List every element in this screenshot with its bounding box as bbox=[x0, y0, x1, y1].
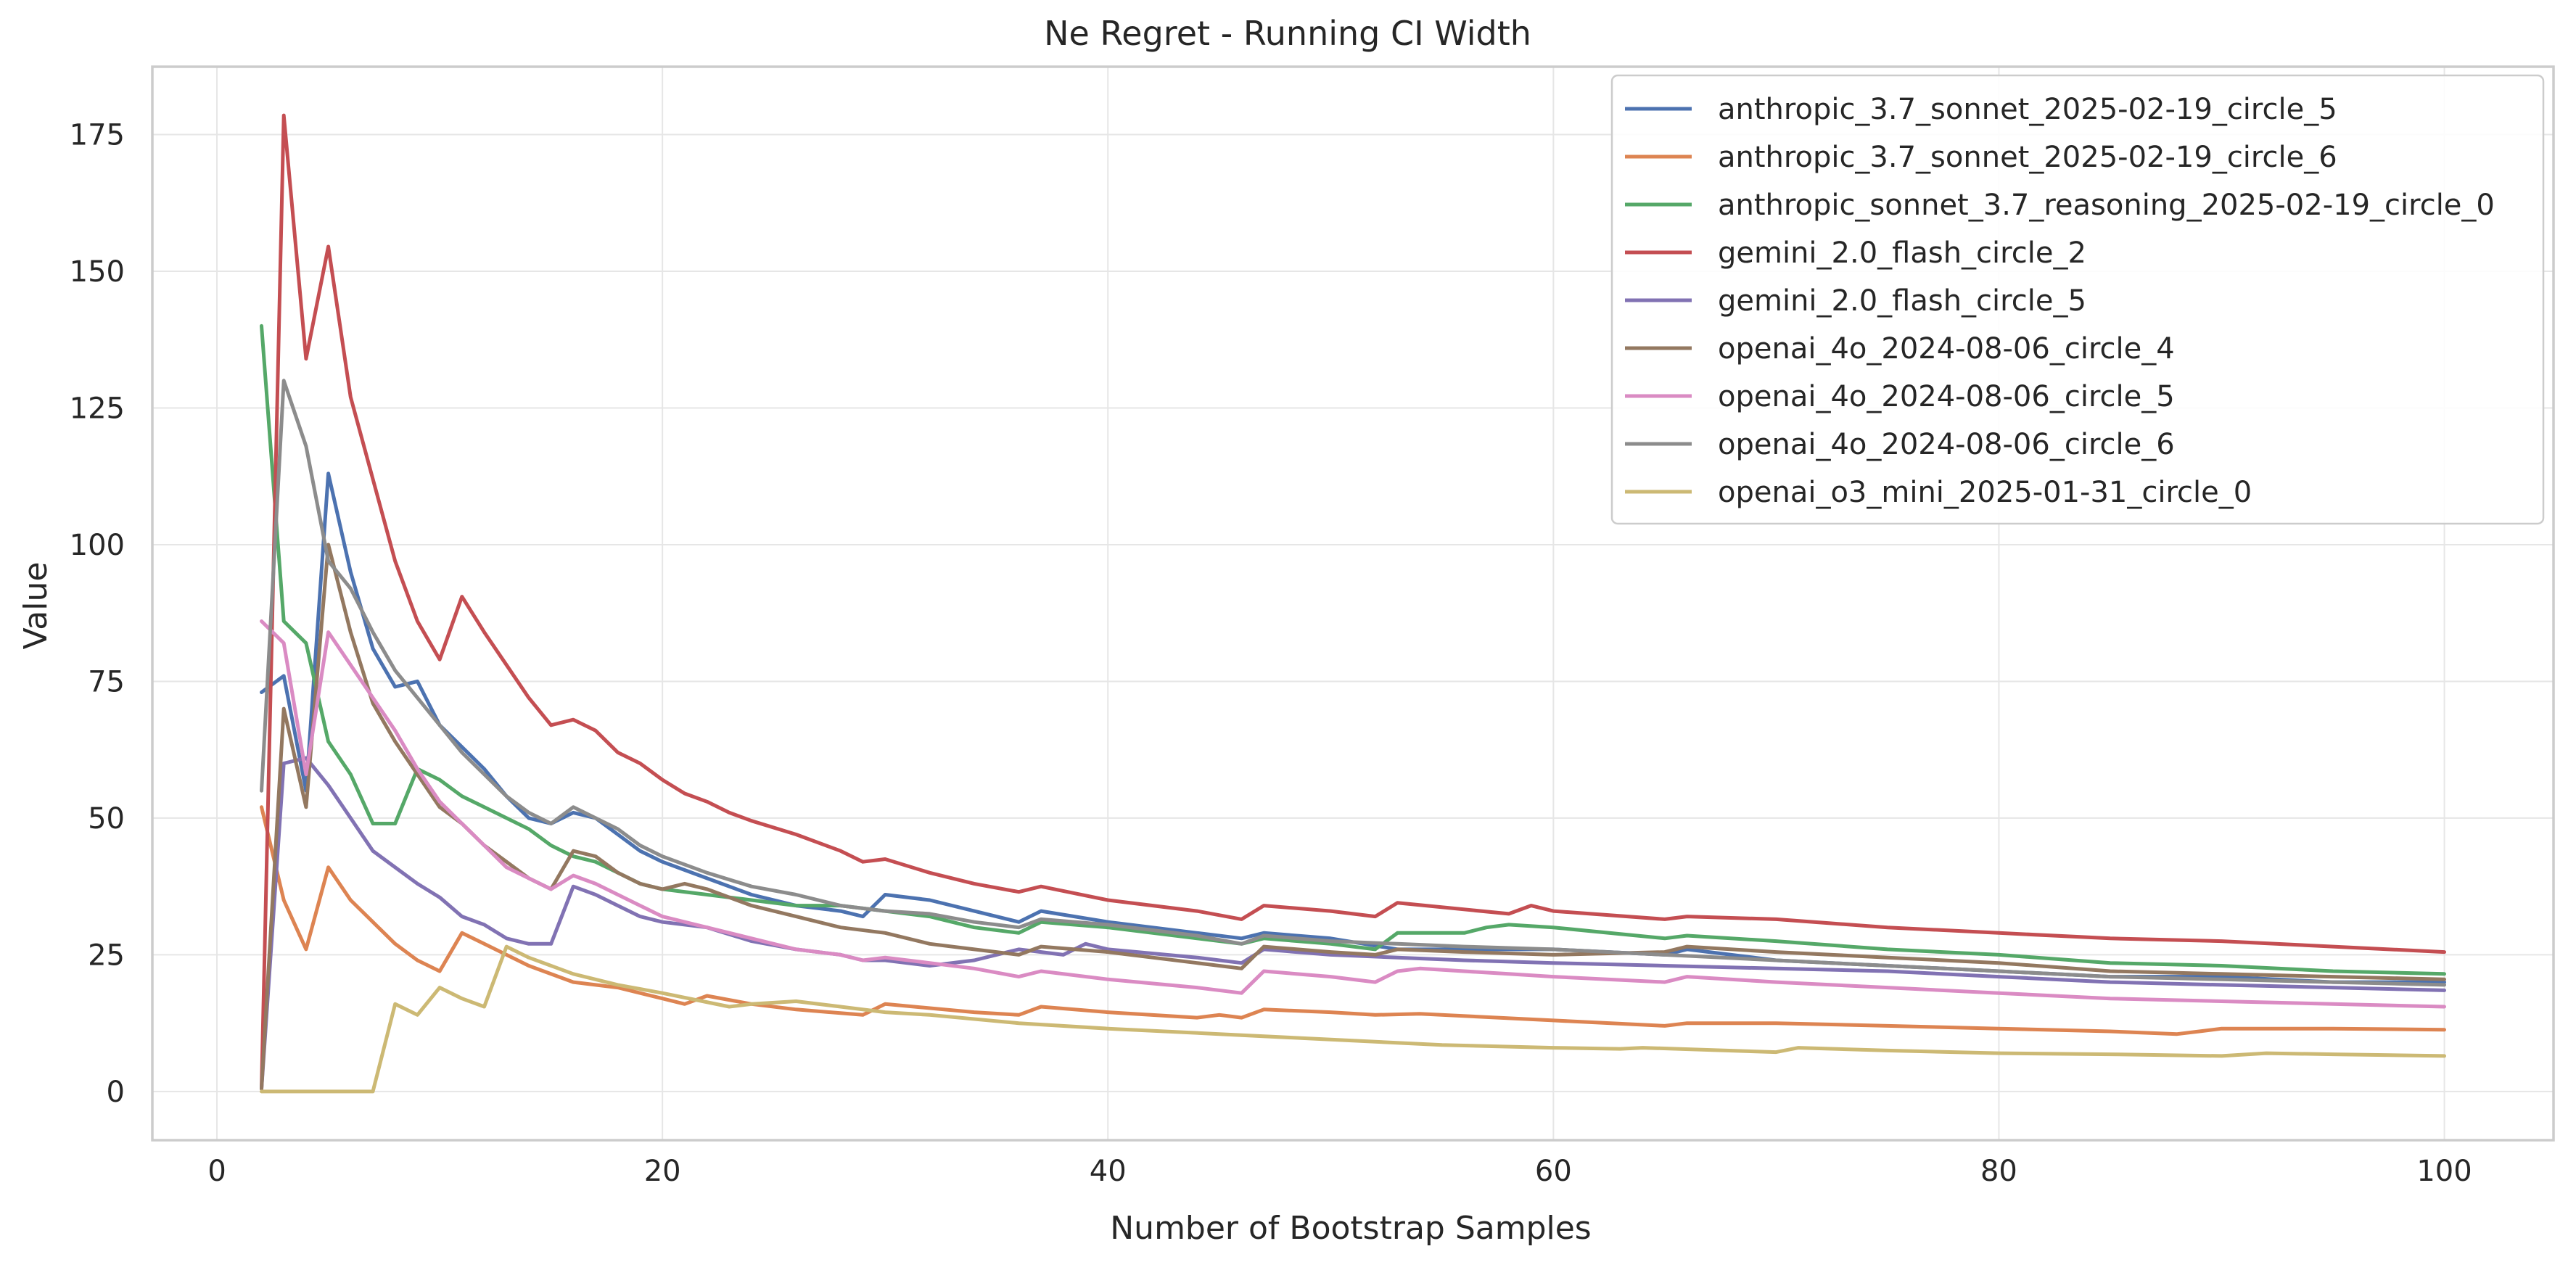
y-tick-label: 175 bbox=[70, 118, 125, 152]
series-layer bbox=[260, 113, 2446, 1094]
y-tick-label: 150 bbox=[70, 255, 125, 289]
legend-box bbox=[1610, 74, 2545, 525]
legend-label-6: openai_4o_2024-08-06_circle_5 bbox=[1718, 380, 2175, 413]
legend-label-3: gemini_2.0_flash_circle_2 bbox=[1718, 236, 2086, 270]
x-tick-label: 60 bbox=[1535, 1155, 1572, 1188]
y-tick-label: 50 bbox=[88, 802, 125, 836]
y-axis-title: Value bbox=[17, 562, 54, 650]
legend-label-5: openai_4o_2024-08-06_circle_4 bbox=[1718, 332, 2175, 366]
legend-label-4: gemini_2.0_flash_circle_5 bbox=[1718, 284, 2086, 318]
legend-label-1: anthropic_3.7_sonnet_2025-02-19_circle_6 bbox=[1718, 141, 2337, 174]
series-line-8 bbox=[260, 944, 2446, 1094]
series-line-0 bbox=[260, 471, 2446, 984]
x-tick-label: 0 bbox=[207, 1155, 226, 1188]
legend-label-8: openai_o3_mini_2025-01-31_circle_0 bbox=[1718, 476, 2252, 509]
y-tick-label: 125 bbox=[70, 392, 125, 425]
series-line-3 bbox=[260, 113, 2446, 1091]
x-tick-label: 40 bbox=[1090, 1155, 1127, 1188]
x-axis-title: Number of Bootstrap Samples bbox=[1110, 1210, 1591, 1247]
series-line-1 bbox=[260, 805, 2446, 1036]
series-line-6 bbox=[260, 619, 2446, 1009]
x-tick-label: 80 bbox=[1980, 1155, 2017, 1188]
legend: anthropic_3.7_sonnet_2025-02-19_circle_5… bbox=[1610, 74, 2545, 525]
series-line-5 bbox=[260, 543, 2446, 1091]
x-tick-label: 20 bbox=[644, 1155, 681, 1188]
legend-label-0: anthropic_3.7_sonnet_2025-02-19_circle_5 bbox=[1718, 93, 2337, 126]
y-tick-label: 100 bbox=[70, 529, 125, 562]
legend-label-7: openai_4o_2024-08-06_circle_6 bbox=[1718, 428, 2175, 461]
x-tick-label: 100 bbox=[2416, 1155, 2472, 1188]
y-tick-label: 75 bbox=[88, 665, 125, 698]
plot-frame bbox=[151, 65, 2555, 1142]
series-line-7 bbox=[260, 379, 2446, 987]
tick-layer: 0 20 40 60 80 100 0 25 50 75 100 125 150 175 bbox=[70, 118, 2472, 1188]
legend-label-2: anthropic_sonnet_3.7_reasoning_2025-02-1… bbox=[1718, 189, 2495, 222]
y-tick-label: 25 bbox=[88, 939, 125, 972]
chart-title: Ne Regret - Running CI Width bbox=[1044, 14, 1531, 53]
y-tick-label: 0 bbox=[107, 1076, 125, 1109]
